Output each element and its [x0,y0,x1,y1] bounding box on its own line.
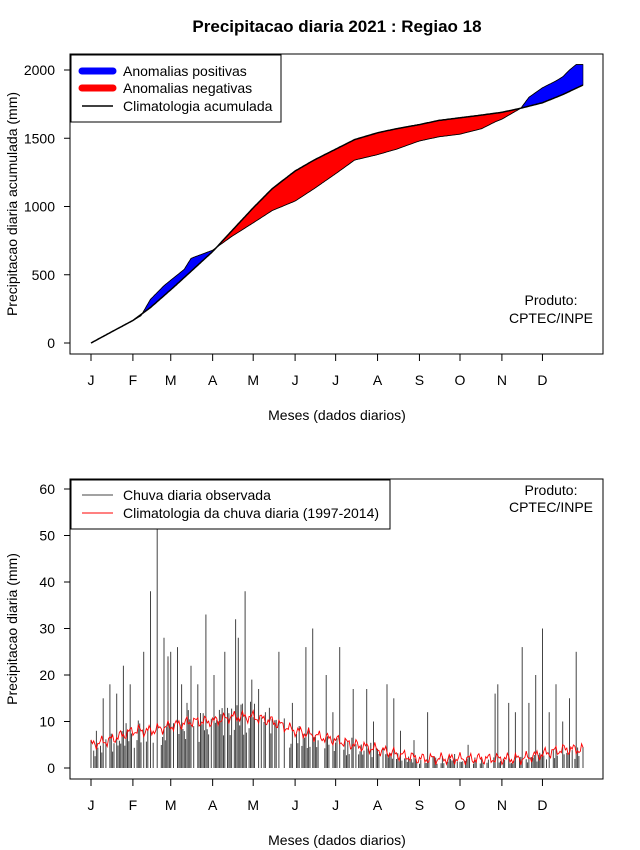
bottom-x-tick-label-1: F [129,797,138,813]
positive-anomaly-area-3 [521,64,584,109]
top-producer-line1: Produto: [525,292,578,308]
bottom-axes: 0 10 20 30 40 50 60 J F M A M J J A S O N D [39,481,547,813]
bottom-legend-box [70,479,391,530]
observed-cumulative-line [90,64,583,344]
bottom-y-tick-label-2: 20 [39,667,55,683]
top-legend-box [70,54,282,123]
bottom-x-tick-label-7: A [373,797,383,813]
top-y-axis-label: Precipitacao diaria acumulada (mm) [4,92,20,316]
climatology-cumulative-line [90,84,584,344]
negative-anomaly-area-2 [216,108,520,248]
top-x-tick-label-4: M [247,372,259,388]
bottom-x-tick-label-10: N [497,797,507,813]
top-plot-border [69,53,604,355]
top-x-tick-label-5: J [292,372,299,388]
chart-bottom: 0 10 20 30 40 50 60 J F M A M J J A S O N D Chuva diaria o… [4,478,604,848]
top-producer-line2: CPTEC/INPE [509,310,593,326]
top-x-tick-label-6: J [332,372,339,388]
climatology-daily-line [90,709,584,766]
bottom-x-tick-label-11: D [537,797,547,813]
top-y-tick-label-1: 500 [32,267,56,283]
bottom-y-tick-label-6: 60 [39,481,55,497]
top-y-tick-label-2: 1000 [24,199,55,215]
top-x-tick-label-3: A [208,372,218,388]
bottom-y-tick-label-0: 0 [47,760,55,776]
top-x-tick-label-9: O [455,372,466,388]
bottom-y-axis-label: Precipitacao diaria (mm) [4,553,20,705]
bottom-y-tick-label-3: 30 [39,621,55,637]
bottom-x-tick-label-8: S [415,797,424,813]
top-x-tick-label-7: A [373,372,383,388]
legend-negative-label: Anomalias negativas [123,80,252,96]
top-x-tick-label-10: N [497,372,507,388]
top-x-tick-label-8: S [415,372,424,388]
top-x-tick-label-11: D [537,372,547,388]
chart-title: Precipitacao diaria 2021 : Regiao 18 [192,17,481,36]
top-legend: Anomalias positivas Anomalias negativas … [70,54,282,123]
top-x-tick-label-2: M [165,372,177,388]
bottom-y-tick-label-4: 40 [39,574,55,590]
bottom-producer-line1: Produto: [525,482,578,498]
top-x-tick-label-0: J [88,372,95,388]
top-x-axis-label: Meses (dados diarios) [268,407,406,423]
bottom-y-tick-label-5: 50 [39,528,55,544]
legend-climatology-daily-label: Climatologia da chuva diaria (1997-2014) [123,505,379,521]
bottom-x-tick-label-2: M [165,797,177,813]
bottom-x-tick-label-6: J [332,797,339,813]
legend-climatology-label: Climatologia acumulada [123,98,273,114]
top-lines [90,64,584,344]
bottom-x-tick-label-0: J [88,797,95,813]
bottom-legend: Chuva diaria observada Climatologia da c… [70,479,391,530]
bottom-bars [90,526,584,768]
top-y-tick-label-4: 2000 [24,62,55,78]
bottom-plot-border [69,478,604,780]
bottom-x-tick-label-5: J [292,797,299,813]
legend-observed-label: Chuva diaria observada [123,487,271,503]
bottom-x-tick-label-9: O [455,797,466,813]
legend-positive-label: Anomalias positivas [123,63,247,79]
top-x-tick-label-1: F [129,372,138,388]
top-y-tick-label-3: 1500 [24,130,55,146]
bottom-y-tick-label-1: 10 [39,714,55,730]
top-y-tick-label-0: 0 [47,335,55,351]
bottom-x-tick-label-4: M [247,797,259,813]
bottom-lines [90,709,584,766]
chart-top: Precipitacao diaria 2021 : Regiao 18 0 50… [4,17,604,423]
bottom-producer-line2: CPTEC/INPE [509,499,593,515]
bottom-x-axis-label: Meses (dados diarios) [268,832,406,848]
positive-anomaly-area-1 [142,247,216,315]
bottom-x-tick-label-3: A [208,797,218,813]
